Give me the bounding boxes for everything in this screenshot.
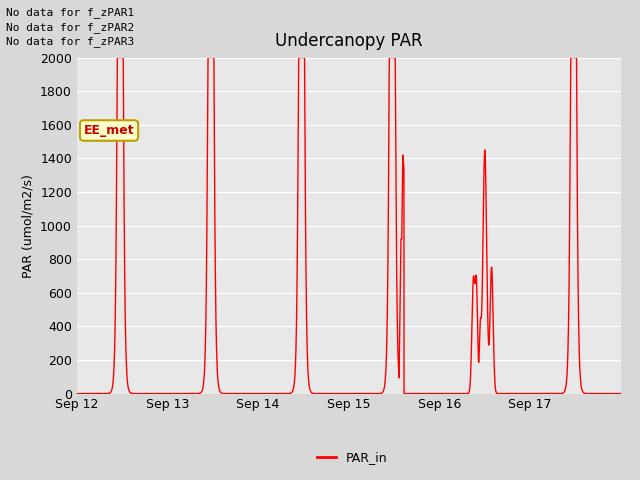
Text: No data for f_zPAR2: No data for f_zPAR2 <box>6 22 134 33</box>
Title: Undercanopy PAR: Undercanopy PAR <box>275 33 422 50</box>
Y-axis label: PAR (umol/m2/s): PAR (umol/m2/s) <box>22 174 35 277</box>
Text: EE_met: EE_met <box>84 124 134 137</box>
Legend: PAR_in: PAR_in <box>312 446 392 469</box>
Text: No data for f_zPAR1: No data for f_zPAR1 <box>6 7 134 18</box>
Text: No data for f_zPAR3: No data for f_zPAR3 <box>6 36 134 47</box>
